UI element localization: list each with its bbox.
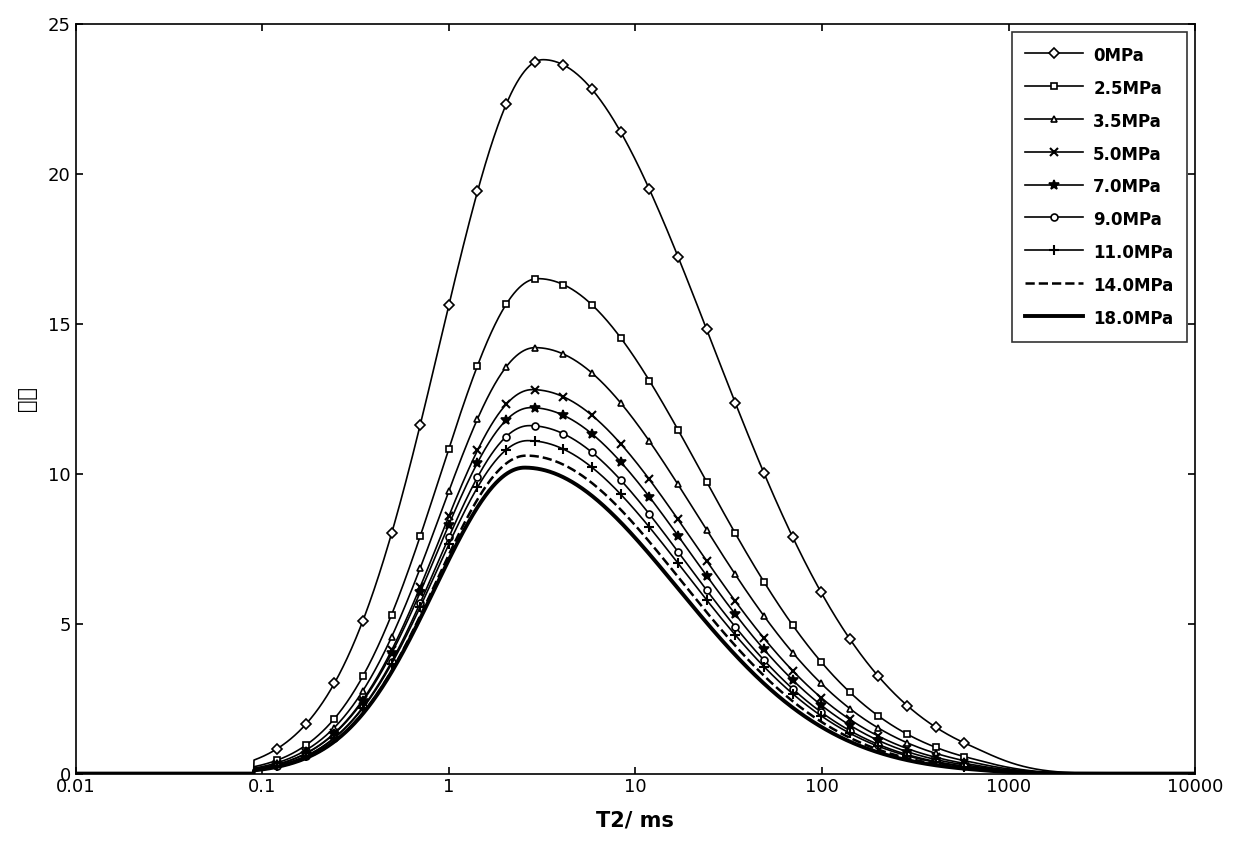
14.0MPa <box>12 768 27 778</box>
2.5MPa <box>528 274 543 284</box>
0MPa <box>528 57 543 67</box>
5.0MPa <box>222 768 237 778</box>
7.0MPa <box>475 448 490 458</box>
Y-axis label: 幅度: 幅度 <box>16 386 37 411</box>
11.0MPa <box>521 435 536 446</box>
18.0MPa <box>12 768 27 778</box>
14.0MPa <box>1220 768 1235 778</box>
14.0MPa <box>1197 768 1211 778</box>
0MPa <box>1197 768 1211 778</box>
11.0MPa <box>1220 768 1235 778</box>
Line: 2.5MPa: 2.5MPa <box>20 279 1228 773</box>
7.0MPa <box>222 768 237 778</box>
14.0MPa <box>528 451 543 462</box>
9.0MPa <box>222 768 237 778</box>
5.0MPa <box>1197 768 1211 778</box>
0MPa <box>222 768 237 778</box>
Legend: 0MPa, 2.5MPa, 3.5MPa, 5.0MPa, 7.0MPa, 9.0MPa, 11.0MPa, 14.0MPa, 18.0MPa: 0MPa, 2.5MPa, 3.5MPa, 5.0MPa, 7.0MPa, 9.… <box>1012 32 1187 341</box>
7.0MPa <box>528 402 543 412</box>
Line: 5.0MPa: 5.0MPa <box>20 390 1228 773</box>
11.0MPa <box>1197 768 1211 778</box>
Line: 0MPa: 0MPa <box>20 59 1228 773</box>
9.0MPa <box>475 462 490 473</box>
Line: 9.0MPa: 9.0MPa <box>20 426 1228 773</box>
11.0MPa <box>528 436 543 446</box>
3.5MPa <box>150 768 165 778</box>
9.0MPa <box>1220 768 1235 778</box>
18.0MPa <box>1197 768 1211 778</box>
3.5MPa <box>12 768 27 778</box>
14.0MPa <box>150 768 165 778</box>
18.0MPa <box>1068 768 1083 778</box>
11.0MPa <box>475 473 490 484</box>
11.0MPa <box>1068 768 1083 778</box>
9.0MPa <box>1068 768 1083 778</box>
2.5MPa <box>12 768 27 778</box>
2.5MPa <box>531 274 546 284</box>
Line: 14.0MPa: 14.0MPa <box>20 456 1228 773</box>
18.0MPa <box>1220 768 1235 778</box>
5.0MPa <box>475 435 490 445</box>
Line: 11.0MPa: 11.0MPa <box>20 440 1228 773</box>
14.0MPa <box>520 451 534 461</box>
2.5MPa <box>1068 768 1083 778</box>
2.5MPa <box>1220 768 1235 778</box>
14.0MPa <box>222 768 237 778</box>
9.0MPa <box>522 421 537 431</box>
14.0MPa <box>475 485 490 495</box>
9.0MPa <box>1197 768 1211 778</box>
3.5MPa <box>528 342 543 352</box>
5.0MPa <box>528 385 543 395</box>
3.5MPa <box>1068 768 1083 778</box>
9.0MPa <box>12 768 27 778</box>
18.0MPa <box>475 494 490 504</box>
5.0MPa <box>12 768 27 778</box>
X-axis label: T2/ ms: T2/ ms <box>596 811 675 830</box>
5.0MPa <box>1068 768 1083 778</box>
7.0MPa <box>12 768 27 778</box>
11.0MPa <box>150 768 165 778</box>
7.0MPa <box>150 768 165 778</box>
2.5MPa <box>1197 768 1211 778</box>
2.5MPa <box>222 768 237 778</box>
11.0MPa <box>12 768 27 778</box>
18.0MPa <box>150 768 165 778</box>
0MPa <box>1220 768 1235 778</box>
Line: 7.0MPa: 7.0MPa <box>20 407 1228 773</box>
5.0MPa <box>525 385 539 395</box>
7.0MPa <box>523 402 538 412</box>
18.0MPa <box>517 462 532 473</box>
Line: 3.5MPa: 3.5MPa <box>20 347 1228 773</box>
0MPa <box>536 54 551 64</box>
9.0MPa <box>150 768 165 778</box>
3.5MPa <box>475 402 490 412</box>
0MPa <box>475 168 490 178</box>
5.0MPa <box>150 768 165 778</box>
Line: 18.0MPa: 18.0MPa <box>20 468 1228 773</box>
7.0MPa <box>1068 768 1083 778</box>
18.0MPa <box>222 768 237 778</box>
3.5MPa <box>528 342 543 352</box>
2.5MPa <box>475 347 490 357</box>
14.0MPa <box>1068 768 1083 778</box>
0MPa <box>1068 767 1083 778</box>
7.0MPa <box>1220 768 1235 778</box>
0MPa <box>12 768 27 778</box>
7.0MPa <box>1197 768 1211 778</box>
0MPa <box>150 768 165 778</box>
5.0MPa <box>1220 768 1235 778</box>
3.5MPa <box>1197 768 1211 778</box>
9.0MPa <box>528 421 543 431</box>
3.5MPa <box>1220 768 1235 778</box>
11.0MPa <box>222 768 237 778</box>
2.5MPa <box>150 768 165 778</box>
3.5MPa <box>222 768 237 778</box>
18.0MPa <box>528 463 543 473</box>
